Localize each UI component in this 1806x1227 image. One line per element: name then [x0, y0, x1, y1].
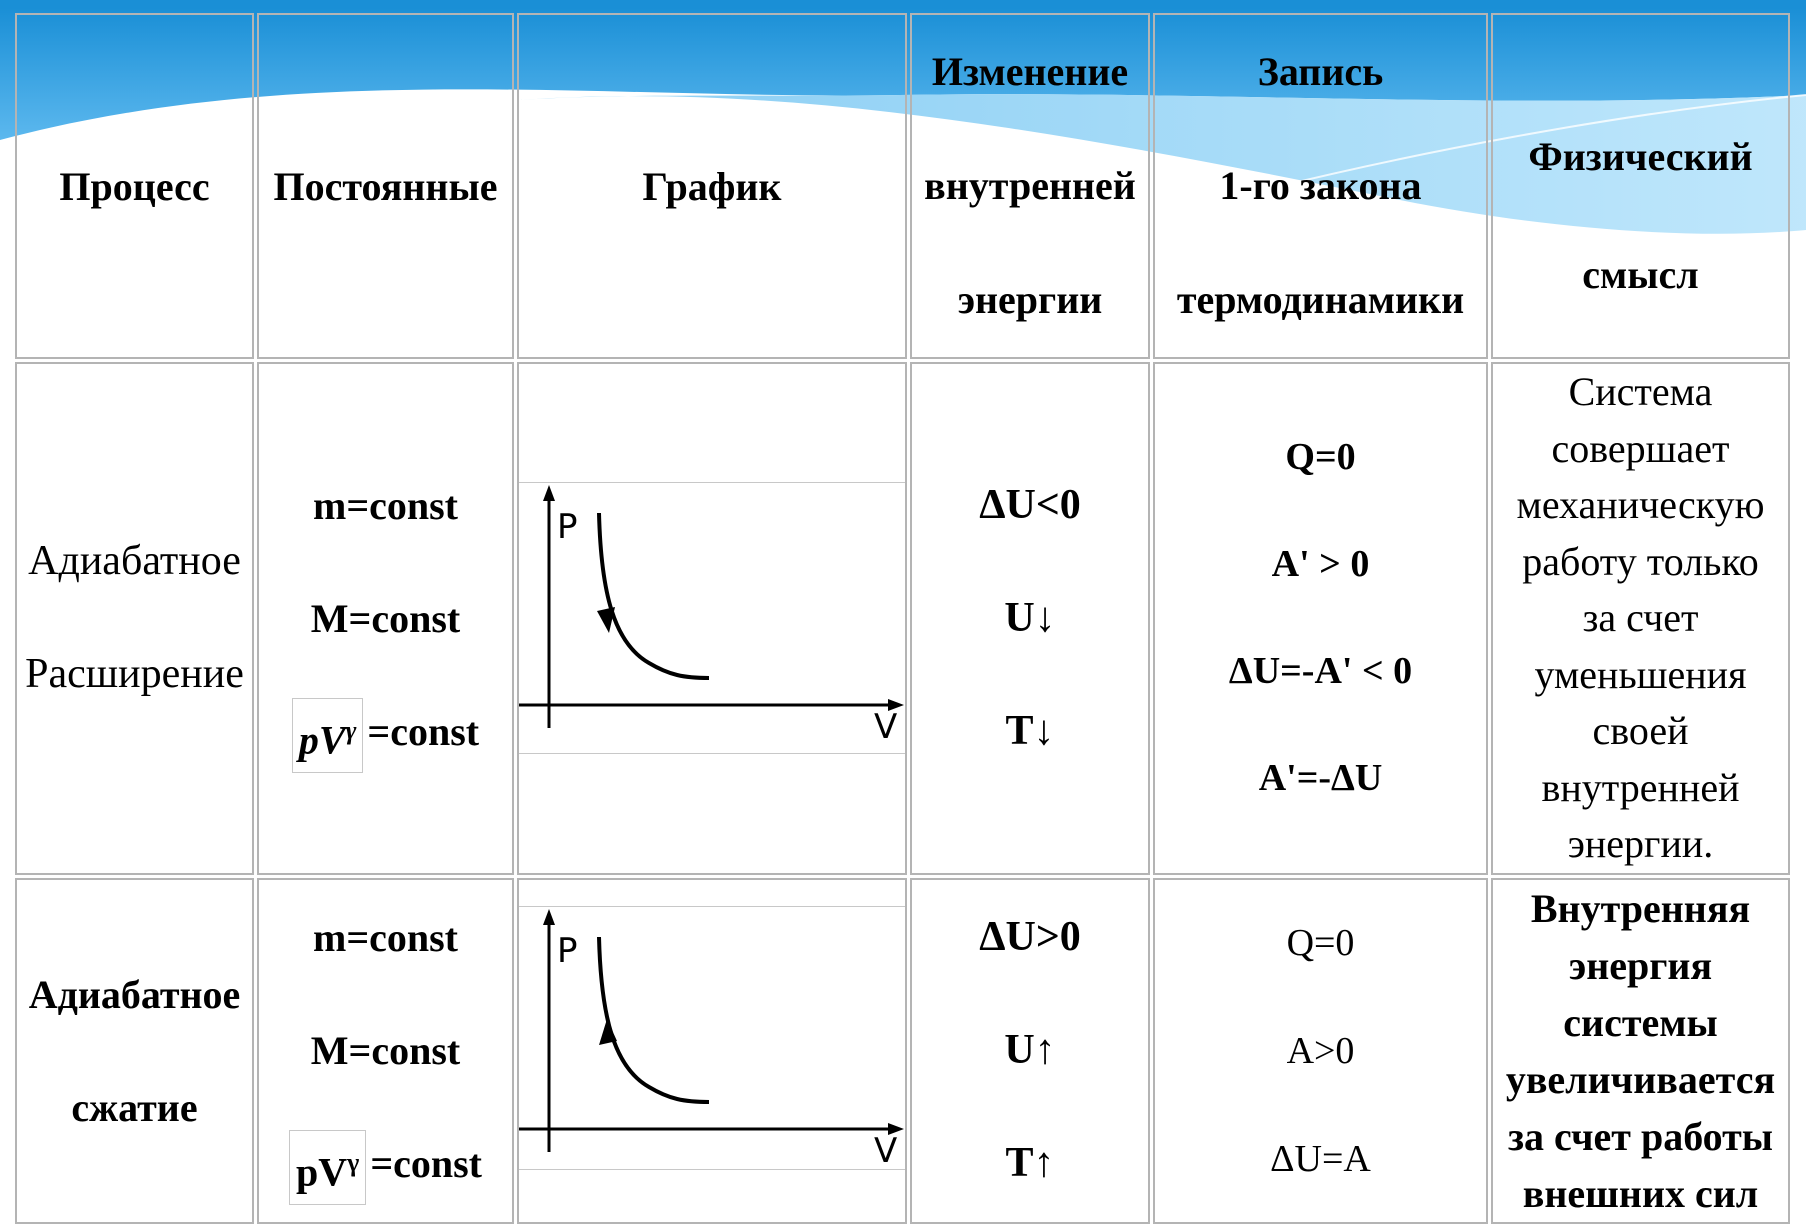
law-line: Q=0 — [1285, 436, 1356, 479]
meaning-line: работу только — [1522, 538, 1759, 584]
energy-line: U↓ — [1004, 594, 1056, 641]
meaning-line: Внутренняя — [1530, 885, 1751, 931]
table-row: Адиабатное сжатие m=const M=const pVγ =co… — [15, 877, 1790, 1224]
graph-cell: P V — [517, 362, 907, 875]
header-energy-line: внутренней — [924, 163, 1136, 208]
process-line: сжатие — [71, 1084, 198, 1130]
meaning-line: энергии. — [1567, 821, 1714, 866]
process-table-wrapper: Процесс Постоянные График Изменение внут… — [12, 10, 1793, 1227]
constants-cell: m=const M=const pVγ =const — [257, 362, 514, 875]
header-energy-line: Изменение — [931, 49, 1129, 94]
meaning-line: механическую — [1516, 482, 1765, 527]
meaning-line: Система — [1568, 369, 1713, 414]
header-process: Процесс — [15, 13, 254, 359]
header-law-line: термодинамики — [1176, 277, 1465, 322]
graph-y-label: P — [557, 931, 578, 971]
constant-line: m=const — [313, 915, 458, 960]
header-law-line: 1-го закона — [1219, 163, 1422, 208]
meaning-cell: Система совершает механическую работу то… — [1491, 362, 1790, 875]
law-line: A'=-ΔU — [1258, 757, 1383, 800]
meaning-line: за счет работы — [1507, 1113, 1774, 1159]
meaning-line: совершает — [1551, 425, 1730, 471]
header-constants: Постоянные — [257, 13, 514, 359]
header-energy-line: энергии — [957, 277, 1103, 322]
energy-line: ΔU>0 — [979, 914, 1081, 960]
pv-graph: P V — [519, 905, 905, 1170]
constant-line: M=const — [310, 1028, 461, 1073]
first-law-cell: Q=0 A>0 ΔU=A — [1153, 877, 1488, 1224]
formula-tail: =const — [367, 708, 480, 754]
header-law-line: Запись — [1257, 49, 1384, 94]
meaning-line: увеличивается — [1505, 1056, 1776, 1102]
meaning-cell: Внутренняя энергия системы увеличивается… — [1491, 877, 1790, 1224]
process-line: Расширение — [25, 651, 244, 698]
adiabatic-process-table: Процесс Постоянные График Изменение внут… — [12, 10, 1793, 1227]
formula-box: pVγ — [289, 1130, 367, 1206]
first-law-cell: Q=0 A' > 0 ΔU=-A' < 0 A'=-ΔU — [1153, 362, 1488, 875]
energy-change-cell: ΔU>0 U↑ T↑ — [910, 877, 1150, 1224]
header-energy-change: Изменение внутренней энергии — [910, 13, 1150, 359]
header-meaning-line: смысл — [1582, 252, 1699, 297]
energy-change-cell: ΔU<0 U↓ T↓ — [910, 362, 1150, 875]
energy-line: U↑ — [1004, 1027, 1056, 1073]
constant-line: m=const — [313, 482, 458, 528]
process-line: Адиабатное — [28, 971, 241, 1017]
pv-graph: P V — [519, 482, 905, 754]
process-line: Адиабатное — [28, 538, 241, 585]
graph-x-label: V — [874, 1131, 897, 1169]
constant-line: M=const — [310, 595, 461, 641]
meaning-line: внутренней — [1541, 764, 1740, 810]
header-meaning: Физический смысл — [1491, 13, 1790, 359]
header-row: Процесс Постоянные График Изменение внут… — [15, 13, 1790, 359]
constants-cell: m=const M=const pVγ =const — [257, 877, 514, 1224]
graph-cell: P V — [517, 877, 907, 1224]
meaning-line: системы — [1563, 999, 1718, 1045]
meaning-line: уменьшения — [1534, 651, 1747, 697]
header-first-law: Запись 1-го закона термодинамики — [1153, 13, 1488, 359]
formula-tail: =const — [370, 1141, 482, 1186]
constant-formula: pVγ =const — [259, 675, 512, 788]
meaning-line: за счет — [1582, 595, 1699, 640]
law-line: A>0 — [1286, 1029, 1355, 1072]
energy-line: T↑ — [1005, 1140, 1055, 1186]
constant-formula: pVγ =const — [259, 1107, 512, 1220]
graph-y-label: P — [557, 507, 578, 547]
energy-line: T↓ — [1005, 707, 1055, 754]
graph-x-label: V — [874, 707, 897, 747]
header-meaning-line: Физический — [1528, 134, 1753, 179]
energy-line: ΔU<0 — [979, 481, 1081, 528]
process-cell: Адиабатное Расширение — [15, 362, 254, 875]
meaning-line: энергия — [1568, 942, 1713, 988]
formula-box: pVγ — [291, 697, 364, 774]
process-cell: Адиабатное сжатие — [15, 877, 254, 1224]
law-line: ΔU=A — [1270, 1137, 1371, 1180]
header-graph: График — [517, 13, 907, 359]
table-row: Адиабатное Расширение m=const M=const pV… — [15, 362, 1790, 875]
law-line: Q=0 — [1286, 921, 1355, 964]
header-wave-background — [0, 0, 1806, 256]
law-line: A' > 0 — [1271, 543, 1370, 586]
law-line: ΔU=-A' < 0 — [1228, 650, 1413, 693]
meaning-line: внешних сил — [1522, 1170, 1759, 1216]
meaning-line: своей — [1592, 708, 1689, 753]
